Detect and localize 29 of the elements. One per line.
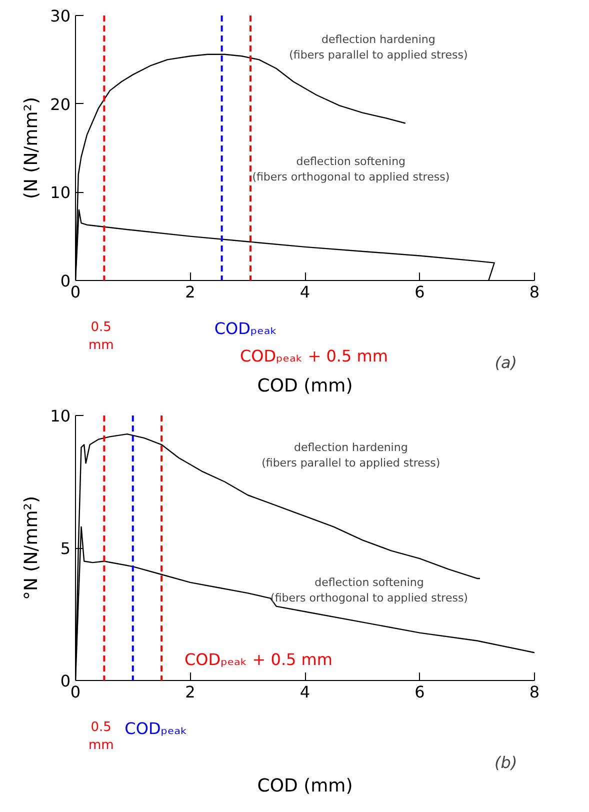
x-tick-label: 4 [300,682,310,702]
text: (b) [494,753,518,772]
x-tick-label: 2 [185,682,196,702]
y-axis-title: °N (N/mm²) [21,496,42,600]
ref-line-label: CODₚₑₐₖ [124,719,188,738]
ref-line-label: 0.5 mm [88,720,114,753]
annotation: deflection softening (fibers orthogonal to applied stress) [252,154,450,184]
annotation: deflection hardening (fibers parallel to applied stress) [262,440,440,470]
y-tick-label: 5 [60,539,71,558]
x-tick-label: 6 [414,682,425,702]
y-axis-title: (N (N/mm²) [21,96,42,200]
y-tick-label: 20 [50,94,70,114]
y-tick-label: 30 [50,6,70,26]
x-axis-title: COD (mm) [257,776,353,796]
x-tick-label: 8 [529,282,540,302]
annotation: deflection softening (fibers orthogonal to applied stress) [270,576,468,605]
x-tick-label: 4 [300,282,310,302]
y-tick-label: 10 [50,406,70,426]
annotation: deflection hardening (fibers parallel to applied stress) [289,33,468,62]
text: (a) [494,353,518,372]
x-axis-title: COD (mm) [257,376,353,396]
ref-line-label: CODₚₑₐₖ [214,319,278,338]
x-tick-label: 8 [529,682,540,702]
y-tick-label: 10 [50,183,70,202]
x-tick-label: 2 [185,282,196,302]
ref-line-label: CODₚₑₐₖ + 0.5 mm [240,346,388,366]
ref-line-label: CODₚₑₐₖ + 0.5 mm [184,650,332,669]
ref-line-label: 0.5 mm [88,320,114,353]
x-tick-label: 6 [414,282,425,302]
